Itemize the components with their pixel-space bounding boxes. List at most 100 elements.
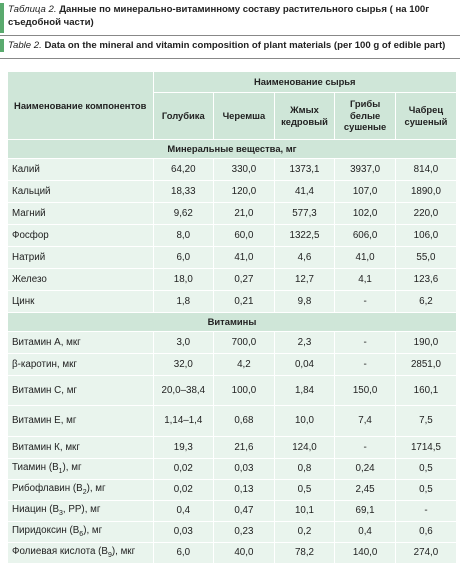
value-cell: 4,1 [334,268,396,291]
component-name-text: Витамин А, мкг [12,336,81,348]
value-cell: 0,4 [334,521,396,543]
section-title: Минеральные вещества, мг [8,139,457,159]
value-cell: 9,8 [274,290,336,313]
value-cell: 700,0 [213,331,275,354]
value-cell: 0,27 [213,268,275,291]
value-cell: 100,0 [213,375,275,406]
value-cell: 814,0 [395,158,457,181]
value-cell: 0,13 [213,479,275,501]
component-name: Натрий [8,246,154,269]
value-cell: 19,3 [153,436,215,459]
value-cell: 10,0 [274,405,336,437]
value-cell: 18,0 [153,268,215,291]
value-cell: 7,4 [334,405,396,437]
caption-ru-text: Данные по минерально-витаминному составу… [8,4,430,28]
value-cell: 0,02 [153,458,215,480]
value-cell: 32,0 [153,353,215,376]
table-row: Кальций 18,33 120,0 41,4 107,0 1890,0 [8,180,457,203]
value-cell: 69,1 [334,500,396,522]
column-header: Жмых кедровый [274,92,336,140]
value-cell: - [395,500,457,522]
component-name-text: Кальций [12,185,51,197]
component-name-text: Ниацин (В [12,504,60,516]
value-cell: 78,2 [274,542,336,564]
column-header: Голубика [153,92,215,140]
component-name-text: Натрий [12,251,46,263]
component-name: Тиамин (В1), мг [8,458,154,480]
table-row: Витамин Е, мг 1,14–1,4 0,68 10,0 7,4 7,5 [8,405,457,437]
value-cell: 606,0 [334,224,396,247]
component-name-suffix: ), мг [86,483,106,495]
component-name-text: Витамин С, мг [12,384,77,396]
value-cell: 40,0 [213,542,275,564]
value-cell: 55,0 [395,246,457,269]
value-cell: 12,7 [274,268,336,291]
value-cell: 1890,0 [395,180,457,203]
table-row: Натрий 6,0 41,0 4,6 41,0 55,0 [8,246,457,269]
column-header: Грибы белые сушеные [334,92,396,140]
component-name-text: Цинк [12,295,35,307]
caption-russian: Таблица 2. Данные по минерально-витаминн… [8,4,448,29]
section-title: Витамины [8,312,457,332]
component-name-text: Витамин Е, мг [12,415,77,426]
caption-en-text: Data on the mineral and vitamin composit… [44,40,446,51]
value-cell: 6,0 [153,246,215,269]
caption-en-label: Table 2. [8,40,42,51]
table-row: Железо 18,0 0,27 12,7 4,1 123,6 [8,268,457,291]
value-cell: 41,0 [334,246,396,269]
value-cell: 7,5 [395,405,457,437]
section-header-row: Минеральные вещества, мг [8,139,457,159]
component-name: Кальций [8,180,154,203]
value-cell: 41,4 [274,180,336,203]
table-row: Витамин С, мг 20,0–38,4 100,0 1,84 150,0 160,… [8,375,457,406]
value-cell: 0,03 [153,521,215,543]
value-cell: 0,47 [213,500,275,522]
table-row: Пиридоксин (В6), мг 0,03 0,23 0,2 0,4 0,6 [8,521,457,543]
component-name: Калий [8,158,154,181]
vitamin-subscript: 1 [58,467,63,475]
component-name: Фосфор [8,224,154,247]
component-name: β-каротин, мкг [8,353,154,376]
value-cell: 330,0 [213,158,275,181]
component-name-text: Фосфор [12,229,49,241]
table-row: Тиамин (В1), мг 0,02 0,03 0,8 0,24 0,5 [8,458,457,480]
value-cell: 18,33 [153,180,215,203]
value-cell: 2,3 [274,331,336,354]
value-cell: - [334,436,396,459]
raw-material-group-header: Наименование сырья [153,72,457,93]
vitamin-subscript: 9 [107,551,112,559]
component-name: Железо [8,268,154,291]
value-cell: 1373,1 [274,158,336,181]
vitamin-subscript: 6 [79,530,84,538]
caption-divider [0,35,460,36]
value-cell: 190,0 [395,331,457,354]
table-row: Цинк 1,8 0,21 9,8-6,2 [8,290,457,313]
value-cell: 0,21 [213,290,275,313]
value-cell: 577,3 [274,202,336,225]
component-name-text: Магний [12,207,46,219]
value-cell: 220,0 [395,202,457,225]
component-name: Магний [8,202,154,225]
component-name-text: Пиридоксин (В [12,525,80,537]
value-cell: 0,6 [395,521,457,543]
value-cell: 0,2 [274,521,336,543]
value-cell: 102,0 [334,202,396,225]
value-cell: 9,62 [153,202,215,225]
value-cell: 20,0–38,4 [153,375,215,406]
table-row: Рибофлавин (В2), мг 0,02 0,13 0,5 2,45 0,5 [8,479,457,501]
value-cell: 107,0 [334,180,396,203]
component-name: Цинк [8,290,154,313]
component-name-text: Витамин К, мкг [12,441,80,453]
value-cell: - [334,331,396,354]
value-cell: 160,1 [395,375,457,406]
value-cell: 1,8 [153,290,215,313]
value-cell: 8,0 [153,224,215,247]
component-name-suffix: ), мг [83,525,103,537]
value-cell: 0,24 [334,458,396,480]
value-cell: 0,5 [395,458,457,480]
component-name-text: β-каротин, мкг [12,358,77,370]
value-cell: 150,0 [334,375,396,406]
value-cell: - [334,290,396,313]
caption-accent-bar [0,3,4,33]
value-cell: 21,6 [213,436,275,459]
